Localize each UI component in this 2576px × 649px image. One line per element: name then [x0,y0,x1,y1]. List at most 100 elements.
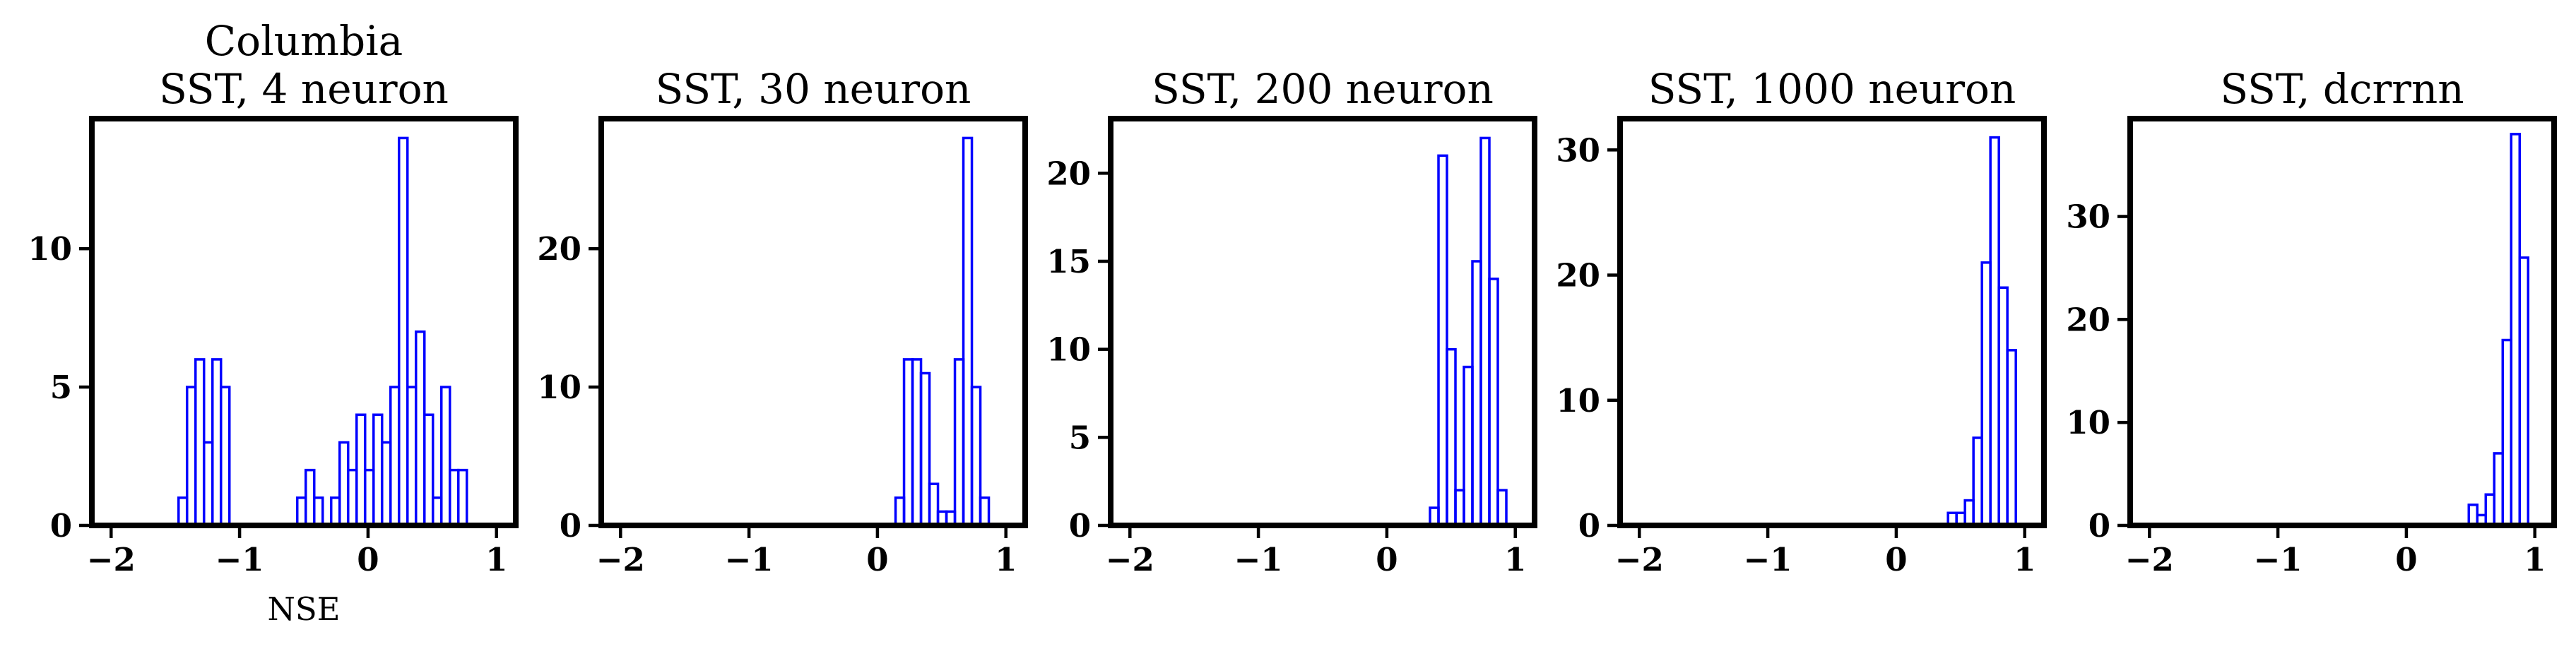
histogram-bar [431,496,443,527]
histogram-bar [185,386,197,527]
y-tick-label: 20 [2066,301,2110,338]
histogram-bar [911,358,923,527]
histogram-bar [2006,349,2017,527]
histogram-bar [380,441,392,527]
histogram-bar [1972,436,1983,527]
histogram-bar [962,136,974,527]
histogram-bar [414,330,426,527]
histogram-bar [1989,136,2000,527]
x-tick-label: 0 [1376,541,1398,578]
histogram-bar [448,468,460,527]
histogram-bar [1479,136,1491,527]
histogram-bar [194,358,206,527]
histogram-bar [2484,493,2496,527]
histogram-bar [919,371,931,527]
x-tick-label: −2 [87,541,136,578]
y-tick-label: 0 [560,507,581,544]
histogram-bar [1496,489,1508,527]
histogram-bar [177,496,189,527]
x-tick-label: −1 [215,541,264,578]
y-tick-label: 0 [1069,507,1091,544]
histogram-bar [2518,256,2530,527]
subplot-title: Columbia [205,17,403,65]
x-tick-label: −2 [596,541,645,578]
histogram-bar [329,496,341,527]
histogram-bar [1980,261,1992,527]
histogram-bar [2501,338,2513,527]
histogram-bar [304,468,316,527]
y-tick-label: 5 [1069,419,1091,456]
histogram-bar [372,413,384,527]
histogram-bar [1471,260,1482,527]
x-tick-label: 0 [357,541,379,578]
histogram-bar [219,386,231,527]
y-tick-label: 0 [1578,507,1600,544]
histogram-bar [1437,154,1448,527]
x-tick-label: 1 [2014,541,2036,578]
y-tick-label: 30 [1556,131,1600,169]
x-axis-label: NSE [267,590,340,628]
x-tick-label: 1 [1504,541,1526,578]
x-tick-label: 1 [485,541,507,578]
x-tick-label: −2 [1106,541,1154,578]
axes-frame [2127,116,2557,528]
y-tick-label: 20 [1046,155,1091,192]
histogram-bar [389,386,401,527]
histogram-bar [2493,452,2505,527]
histogram-bar [902,358,914,527]
histogram-bar [979,496,991,527]
y-tick-label: 20 [1556,257,1600,294]
histogram-bar [456,468,468,527]
histogram-bar [894,496,906,527]
histogram-bar [1997,286,2009,527]
subplot-title: SST, dcrrnn [2220,65,2464,113]
y-tick-label: 20 [537,230,581,268]
x-tick-label: −2 [2125,541,2174,578]
histogram-bar [1488,278,1499,527]
histogram-bar [1463,365,1474,527]
histogram-bars [2467,133,2530,527]
histogram-bars [1946,136,2017,527]
histogram-bars [894,136,991,527]
y-tick-label: 0 [50,507,72,544]
histogram-bar [295,496,307,527]
histogram-bar [355,413,367,527]
histogram-bar [397,136,409,527]
histogram-bar [970,386,982,527]
histogram-bar [211,358,223,527]
x-tick-label: −1 [1744,541,1792,578]
y-tick-label: 10 [28,230,72,268]
y-tick-label: 5 [50,369,72,406]
axes-frame [1617,116,2047,528]
histogram-bar [202,441,214,527]
histogram-bar [346,468,358,527]
x-tick-label: 0 [1885,541,1907,578]
histogram-bar [1446,347,1457,527]
histogram-bar [1454,489,1465,527]
histogram-bar [363,468,375,527]
x-tick-label: −1 [1234,541,1283,578]
x-tick-label: 1 [995,541,1017,578]
subplot-title: SST, 200 neuron [1152,65,1494,113]
histogram-bar [928,482,940,527]
histogram-bar [1963,499,1975,527]
subplot-title: SST, 1000 neuron [1648,65,2016,113]
histogram-bars [177,136,468,527]
subplot-title: SST, 4 neuron [159,65,449,113]
subplot-title: SST, 30 neuron [656,65,971,113]
histogram-bar [2510,133,2522,527]
axes-frame [89,116,519,528]
histogram-bar [423,413,435,527]
histogram-bar [406,386,418,527]
x-tick-label: −1 [725,541,774,578]
y-tick-label: 10 [1556,382,1600,419]
x-tick-label: 0 [866,541,888,578]
axes-frame [1108,116,1537,528]
histogram-bar [312,496,324,527]
